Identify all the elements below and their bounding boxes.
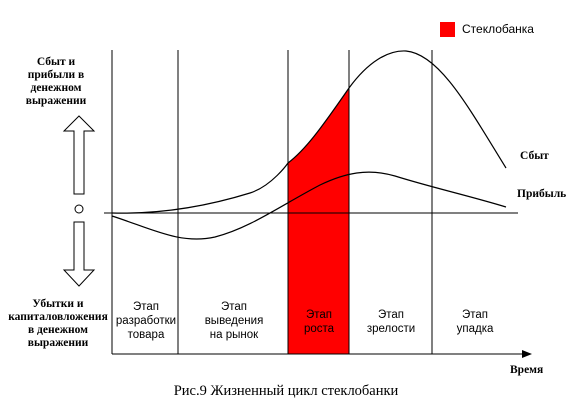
- stage-label-introduction: Этап выведения на рынок: [204, 301, 264, 341]
- profit-curve: [111, 171, 507, 240]
- profit-curve-label: Прибыль: [517, 188, 567, 200]
- legend-label: Стеклобанка: [462, 22, 534, 36]
- growth-stage-highlight: [288, 88, 349, 354]
- y-axis-top-label: Сбыт и прибыли в денежном выражении: [25, 56, 87, 107]
- time-axis-label: Время: [510, 364, 544, 376]
- stage-label-development: Этап разработки товара: [115, 301, 177, 341]
- sales-curve: [111, 50, 507, 214]
- down-arrow-icon: [62, 221, 96, 287]
- origin-circle-icon: [74, 204, 84, 214]
- up-arrow-icon: [62, 115, 96, 195]
- time-axis-arrowhead: [522, 350, 532, 358]
- stage-label-decline: Этап упадка: [456, 309, 494, 335]
- sales-curve-label: Сбыт: [520, 150, 549, 162]
- figure-caption: Рис.9 Жизненный цикл стеклобанки: [173, 383, 399, 399]
- stage-label-growth: Этап роста: [303, 309, 335, 335]
- y-axis-bottom-label: Убытки и капиталовложения в денежном выр…: [8, 298, 108, 349]
- stage-label-maturity: Этап зрелости: [366, 309, 416, 335]
- legend-swatch: [440, 22, 455, 37]
